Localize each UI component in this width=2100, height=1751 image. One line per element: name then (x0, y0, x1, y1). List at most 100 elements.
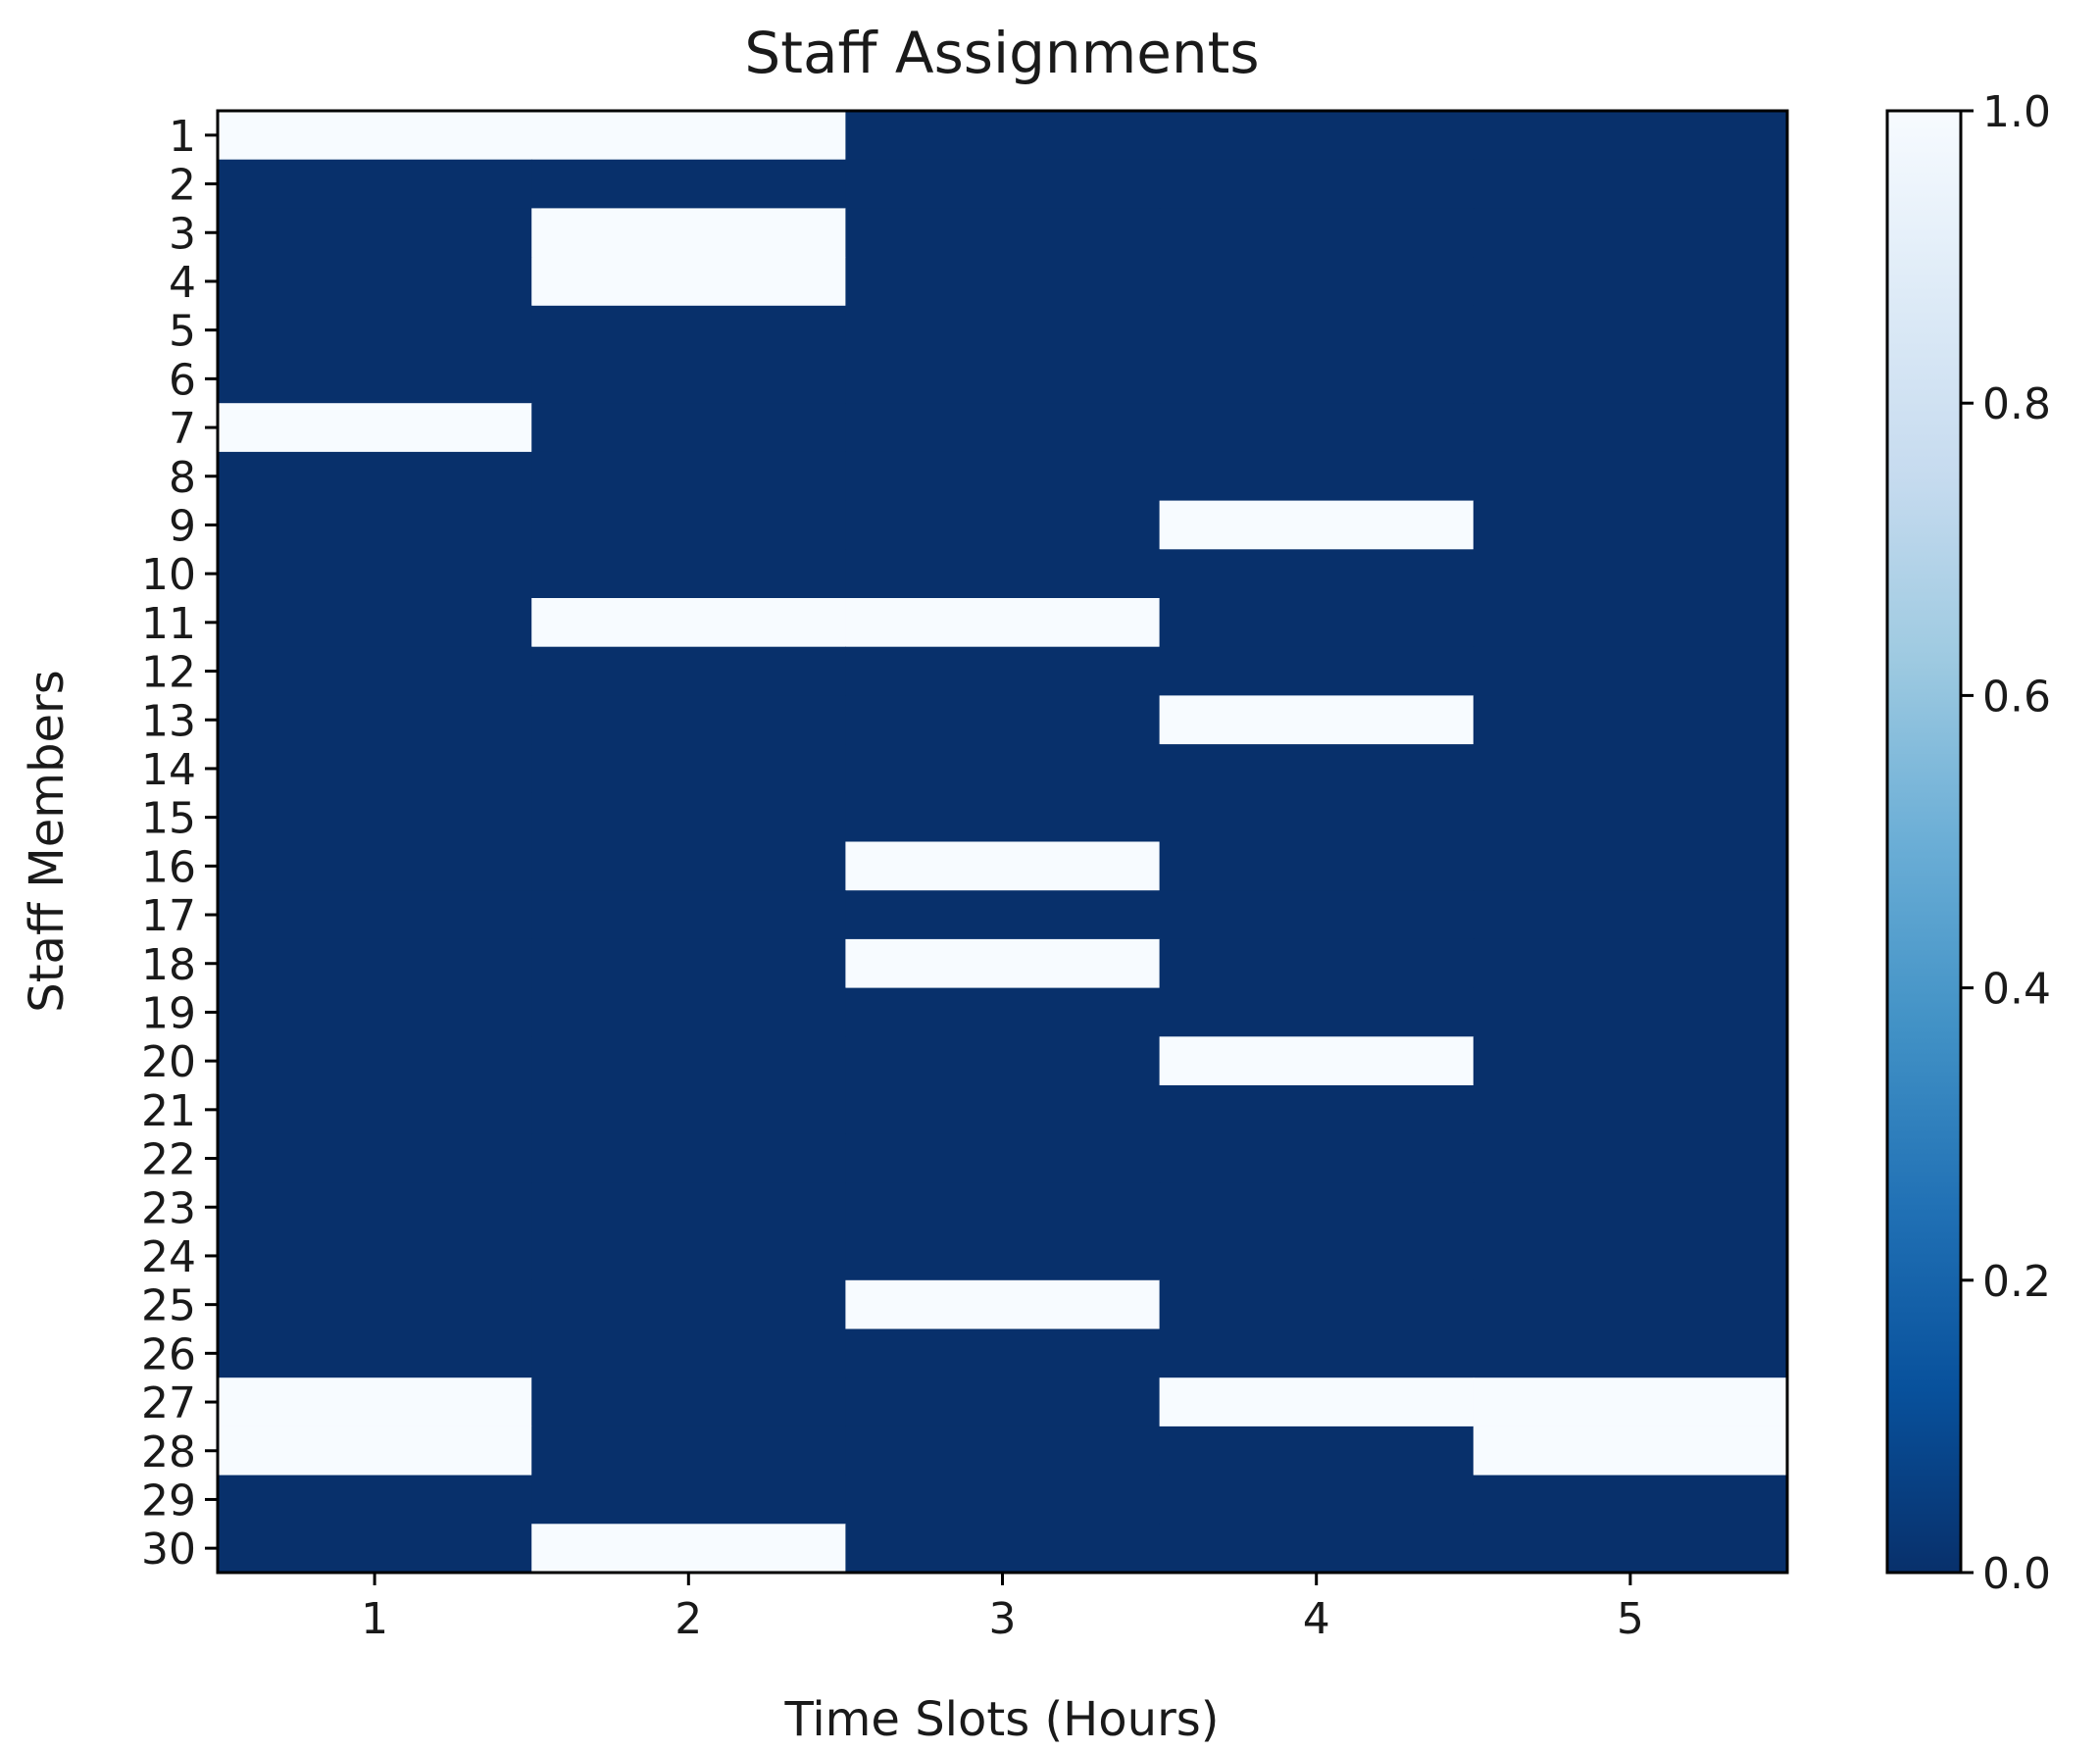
y-tick-label: 10 (141, 550, 196, 600)
heatmap-cell (218, 451, 532, 502)
x-tick-label: 4 (1303, 1594, 1330, 1644)
heatmap-cell (1473, 354, 1788, 404)
heatmap-cell (845, 890, 1161, 940)
heatmap-cell (218, 1426, 532, 1476)
heatmap-cell (531, 1036, 846, 1086)
heatmap-cell (845, 1036, 1161, 1086)
heatmap-cell (218, 598, 532, 648)
y-tick-label: 11 (141, 599, 196, 649)
heatmap-cell (1473, 1231, 1788, 1281)
y-tick-label: 5 (169, 307, 196, 357)
heatmap-cell (1159, 792, 1475, 843)
y-tick-label: 27 (141, 1378, 196, 1428)
heatmap-cell (218, 1328, 532, 1378)
heatmap-cell (1473, 1182, 1788, 1232)
heatmap-cell (845, 451, 1161, 502)
heatmap-cell (845, 646, 1161, 696)
heatmap-cell (1159, 1328, 1475, 1378)
heatmap-cell (1159, 1279, 1475, 1330)
heatmap-cell (1159, 1524, 1475, 1574)
heatmap-cell (1473, 598, 1788, 648)
heatmap-cell (1159, 111, 1475, 161)
heatmap-cell (1159, 695, 1475, 745)
heatmap-cell (1473, 1036, 1788, 1086)
colorbar-tick-label: 0.8 (1982, 379, 2051, 429)
heatmap-cell (845, 792, 1161, 843)
y-tick-label: 14 (141, 745, 196, 795)
heatmap-cell (845, 549, 1161, 599)
y-tick-label: 12 (141, 648, 196, 698)
colorbar (1885, 109, 1963, 1575)
y-tick-label: 3 (169, 209, 196, 259)
heatmap-cell (845, 500, 1161, 550)
y-tick-label: 17 (141, 891, 196, 941)
heatmap-cell (1473, 1133, 1788, 1183)
heatmap-cell (531, 1328, 846, 1378)
heatmap-cell (218, 987, 532, 1037)
heatmap-cell (845, 1085, 1161, 1135)
heatmap-cell (845, 938, 1161, 989)
y-tick-label: 26 (141, 1329, 196, 1379)
heatmap-cell (1159, 257, 1475, 307)
x-axis-label: Time Slots (Hours) (783, 1692, 1219, 1747)
heatmap-cell (218, 208, 532, 258)
heatmap-cell (531, 1426, 846, 1476)
heatmap-cell (1473, 841, 1788, 891)
colorbar-ticks: 0.0 0.2 0.4 0.6 0.8 1.0 (1961, 87, 2051, 1599)
heatmap-cell (1473, 1426, 1788, 1476)
heatmap-cell (531, 598, 846, 648)
y-tick-label: 30 (141, 1525, 196, 1575)
heatmap-cell (1159, 744, 1475, 794)
heatmap-cell (531, 500, 846, 550)
heatmap-cell (1473, 305, 1788, 356)
heatmap-cell (218, 354, 532, 404)
heatmap-cell (531, 1085, 846, 1135)
heatmap-cell (1159, 646, 1475, 696)
heatmap-cell (531, 354, 846, 404)
heatmap-cell (531, 744, 846, 794)
y-tick-label: 18 (141, 940, 196, 990)
heatmap-cell (531, 208, 846, 258)
heatmap-cell (1159, 938, 1475, 989)
heatmap-cell (1473, 987, 1788, 1037)
heatmap-cell (845, 1426, 1161, 1476)
heatmap-cell (1473, 744, 1788, 794)
colorbar-tick-label: 0.0 (1982, 1549, 2051, 1599)
y-tick-label: 23 (141, 1183, 196, 1233)
y-tick-label: 6 (169, 355, 196, 405)
heatmap-cell (845, 841, 1161, 891)
heatmap-cell (1473, 792, 1788, 843)
heatmap-cell (845, 695, 1161, 745)
heatmap-cell (845, 1475, 1161, 1525)
colorbar-tick-label: 1.0 (1982, 87, 2051, 137)
heatmap-cell (531, 451, 846, 502)
heatmap-cell (1159, 1475, 1475, 1525)
heatmap-cell (531, 1182, 846, 1232)
heatmap-cell (1159, 890, 1475, 940)
y-tick-label: 22 (141, 1135, 196, 1185)
heatmap-cell (531, 987, 846, 1037)
heatmap-cell (845, 744, 1161, 794)
y-tick-label: 24 (141, 1232, 196, 1282)
heatmap-cell (531, 938, 846, 989)
heatmap-cell (531, 1133, 846, 1183)
heatmap-cell (218, 1133, 532, 1183)
heatmap-cell (1159, 305, 1475, 356)
heatmap-cell (845, 159, 1161, 209)
heatmap-cell (1159, 1182, 1475, 1232)
heatmap-cell (531, 1524, 846, 1574)
heatmap-cell (531, 257, 846, 307)
heatmap-cell (531, 646, 846, 696)
heatmap-cell (845, 305, 1161, 356)
heatmap-cell (531, 1231, 846, 1281)
heatmap-cell (218, 1231, 532, 1281)
heatmap-cell (218, 500, 532, 550)
colorbar-tick-label: 0.4 (1982, 965, 2051, 1015)
y-tick-label: 13 (141, 696, 196, 746)
y-tick-label: 28 (141, 1427, 196, 1477)
x-axis-ticks: 1 2 3 4 5 (361, 1573, 1644, 1644)
heatmap-cell (1159, 841, 1475, 891)
heatmap-cell (1473, 938, 1788, 989)
heatmap-cell (845, 257, 1161, 307)
heatmap-cell (1159, 159, 1475, 209)
